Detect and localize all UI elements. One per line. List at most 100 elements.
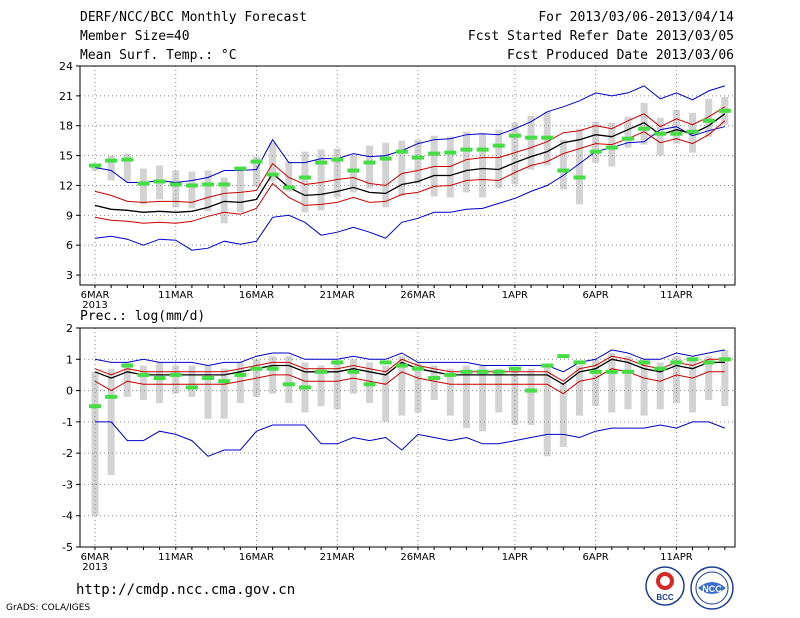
panel2-spread-box-19 [398,356,406,416]
panel1-observed-mark-27 [525,135,538,140]
fcst-started-date: Fcst Started Refer Date 2013/03/05 [467,29,734,44]
panel2-frame [79,327,736,548]
panel2-xtick-label-5: 1APR [502,552,528,563]
panel2-spread-box-21 [430,365,438,400]
panel1-observed-mark-25 [492,143,505,148]
panel2-observed-mark-9 [234,372,247,377]
panel1-year-label: 2013 [82,300,107,311]
panel2-observed-mark-36 [670,360,683,365]
panel1-line-ensemble-mean [94,113,726,213]
panel1-spread-box-5 [172,170,180,208]
panel2-ytick-label-2: -3 [62,478,73,491]
chart-title: DERF/NCC/BCC Monthly Forecast [80,10,307,25]
panel1-line-ensemble-min [94,85,725,184]
panel1-spread-box-35 [656,117,664,156]
panel1-spread-box-11 [269,142,277,182]
panel2-observed-mark-5 [169,372,182,377]
panel2-spread-box-16 [349,359,357,394]
panel1-observed-mark-30 [573,175,586,180]
panel1-spread-box-3 [139,168,147,205]
panel1-spread-box-18 [382,142,390,208]
prec-panel-title: Prec.: log(mm/d) [80,309,206,324]
panel1-ytick-label-4: 15 [59,150,73,163]
panel1-ytick-label-6: 21 [59,90,73,103]
panel1-observed-mark-35 [654,131,667,136]
panel1-spread-box-34 [640,102,648,145]
panel1-spread-box-30 [576,128,583,205]
panel1-spread-box-38 [705,98,713,137]
panel2-spread-box-12 [285,356,293,404]
panel2-spread-box-6 [188,365,196,397]
ncc-logo-text: NCC [702,584,722,594]
panel1-observed-mark-15 [331,157,344,162]
panel2-spread-box-9 [236,362,244,404]
panel1-spread-box-19 [398,140,406,197]
panel1-observed-mark-28 [541,135,554,140]
panel2-spread-box-34 [640,359,648,416]
panel2-observed-mark-38 [702,360,715,365]
panel1-xtick-label-4: 26MAR [400,290,435,301]
panel1-spread-box-8 [220,177,228,224]
panel2-spread-box-15 [333,362,341,410]
ncc-logo-icon: NCC [690,566,734,610]
panel1-observed-mark-14 [315,160,328,165]
panel2-line-ensemble-min [95,421,725,457]
bcc-logo-icon: BCC [645,566,685,606]
panel2-year-label: 2013 [82,562,107,573]
panel2-observed-mark-1 [105,394,118,399]
panel2-ytick-label-4: -1 [62,416,73,429]
member-size: Member Size=40 [80,29,190,44]
panel1-spread-box-17 [366,145,374,189]
fcst-produced-date: Fcst Produced Date 2013/03/06 [507,48,734,63]
panel2-line-ensemble-max [94,349,725,373]
panel1-observed-mark-10 [250,159,263,164]
panel2-spread-box-20 [414,362,422,413]
panel2-observed-mark-6 [185,385,198,390]
panel2-spread-box-24 [479,365,487,432]
panel1-observed-mark-22 [444,150,457,155]
panel1-spread-box-10 [253,156,260,187]
panel1-spread-box-13 [301,151,309,213]
panel1-line-ensemble-max [94,126,725,251]
panel1-spread-box-25 [495,129,503,189]
panel1-observed-mark-11 [266,172,279,177]
panel2-observed-mark-2 [121,363,134,368]
panel1-observed-mark-31 [589,149,602,154]
panel2-spread-box-28 [543,365,551,457]
panel2-spread-box-18 [382,365,390,422]
panel1-observed-mark-7 [202,182,215,187]
panel2-observed-mark-27 [525,388,538,393]
panel2-observed-mark-39 [718,357,731,362]
panel1-frame [79,65,736,286]
panel1-xtick-label-7: 11APR [660,290,693,301]
panel2-spread-box-7 [204,365,212,419]
panel1-ytick-label-7: 24 [59,60,73,73]
panel1-spread-box-6 [188,171,196,209]
panel1-spread-box-1 [107,155,115,181]
panel2-xtick-label-2: 16MAR [239,552,274,563]
panel1-spread-box-24 [479,133,487,198]
panel2-spread-box-4 [156,362,164,404]
panel2-ytick-label-3: -2 [62,447,73,460]
panel2-observed-mark-29 [557,354,570,359]
panel1-line-mean-std [94,120,726,224]
panel2-observed-mark-11 [266,366,279,371]
panel2-xtick-label-3: 21MAR [320,552,355,563]
panel2-spread-box-30 [576,365,583,416]
panel1-observed-mark-5 [169,182,182,187]
panel1-spread-box-2 [123,153,131,182]
panel2-observed-mark-37 [686,357,699,362]
panel2-observed-mark-17 [363,382,376,387]
panel1-spread-box-20 [414,139,422,184]
panel2-observed-mark-34 [638,360,651,365]
panel1-observed-mark-36 [670,131,683,136]
panel1-observed-mark-19 [395,149,408,154]
panel2-line-mean-std [94,368,725,395]
panel1-spread-box-7 [204,170,212,212]
panel1-xtick-label-2: 16MAR [239,290,274,301]
panel1-ytick-label-0: 3 [66,269,73,282]
panel1-observed-mark-8 [218,182,231,187]
panel1-observed-mark-37 [686,129,699,134]
panel2-ytick-label-6: 1 [66,353,73,366]
